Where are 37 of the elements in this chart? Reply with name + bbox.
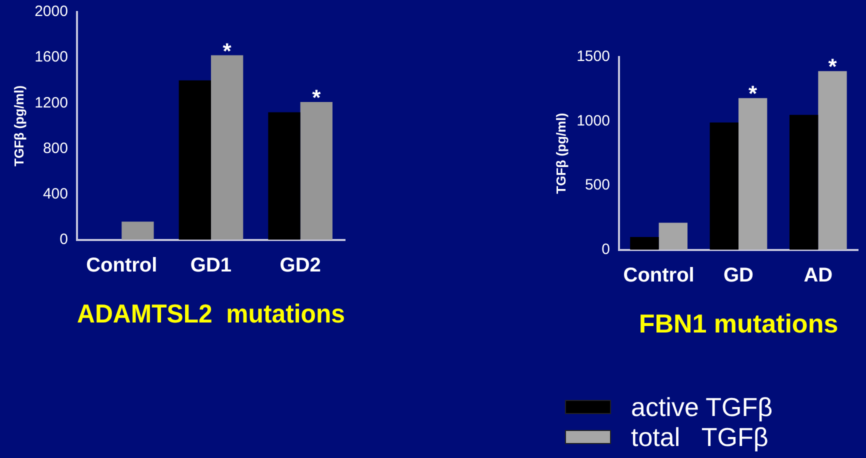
bar (268, 112, 300, 240)
bar (658, 222, 688, 250)
annotation: * (312, 85, 322, 110)
bar (178, 80, 211, 240)
y-tick-label: 0 (60, 230, 68, 248)
x-tick-label: GD (723, 264, 754, 286)
y-tick-label: 800 (42, 140, 68, 157)
bar (210, 55, 244, 240)
y-tick-label: 400 (42, 185, 68, 202)
x-tick-label: Control (623, 264, 694, 286)
y-tick-label: 1200 (34, 94, 68, 112)
y-tick-label: 0 (602, 240, 610, 258)
bar (738, 98, 768, 250)
x-tick-label: GD1 (190, 254, 232, 276)
y-tick-label: 1500 (576, 48, 610, 66)
bar (818, 71, 847, 250)
y-tick-label: 1000 (576, 112, 610, 130)
bar (630, 236, 659, 250)
y-tick-label: 1600 (34, 48, 68, 66)
bar (122, 222, 154, 240)
y-axis-title: TGFβ (pg/ml) (11, 85, 26, 166)
annotation: * (748, 81, 758, 106)
x-tick-label: AD (804, 264, 833, 286)
annotation: * (828, 54, 838, 80)
y-tick-label: 2000 (34, 3, 68, 20)
x-tick-label: GD2 (280, 254, 321, 276)
x-tick-label: Control (86, 254, 158, 276)
bar (789, 114, 818, 250)
y-tick-label: 500 (584, 176, 610, 194)
bar (710, 122, 738, 250)
y-axis-title: TGFβ (pg/ml) (553, 112, 568, 194)
bar (300, 102, 332, 240)
x-axis-title: FBN1 mutations (638, 308, 838, 339)
annotation: * (222, 38, 232, 64)
x-axis-title: ADAMTSL2 mutations (76, 300, 345, 329)
legend-label: total TGFβ (631, 422, 768, 452)
legend-label: active TGFβ (631, 392, 773, 422)
